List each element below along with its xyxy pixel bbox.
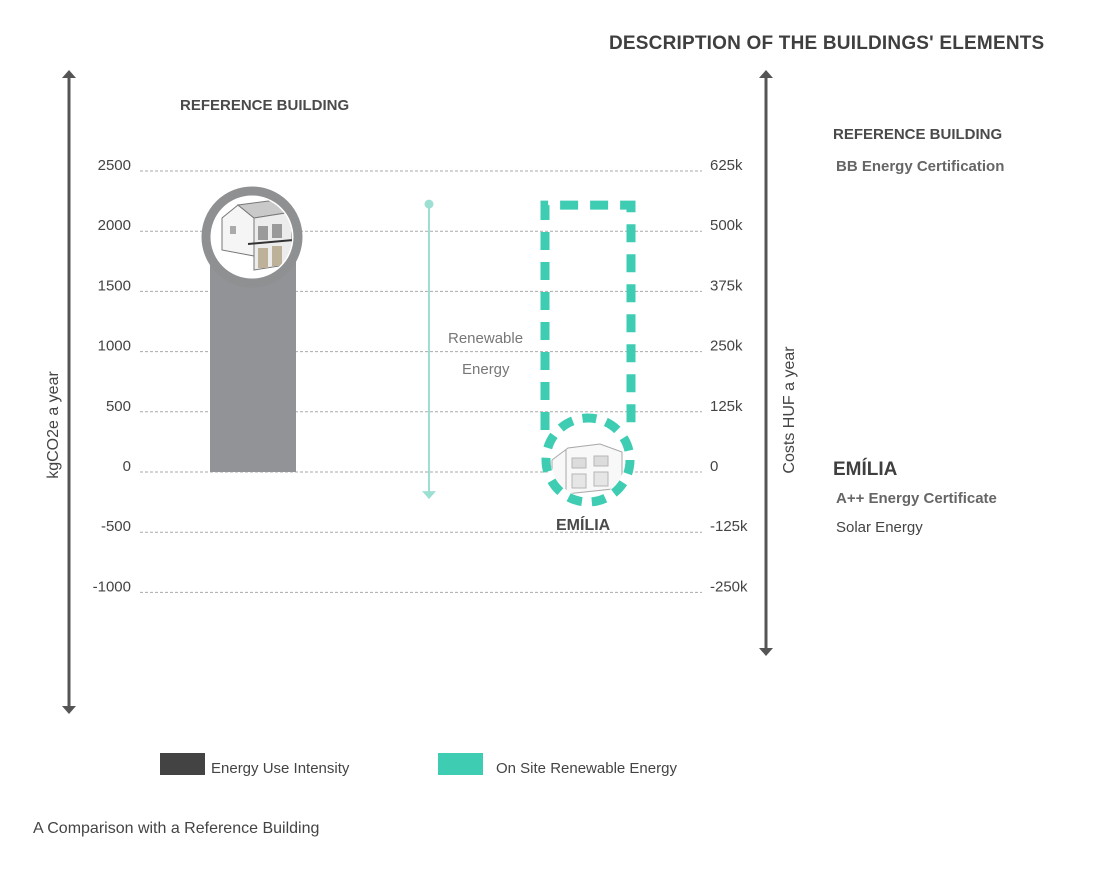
description-emilia-solar: Solar Energy [836, 519, 923, 536]
y-axis-arrow-up [62, 70, 76, 78]
y2-tick-label: 625k [710, 157, 743, 174]
y-tick-label: 0 [123, 458, 131, 475]
description-title: DESCRIPTION OF THE BUILDINGS' ELEMENTS [609, 33, 1045, 54]
y2-tick-label: 0 [710, 458, 718, 475]
y-tick-label: 1500 [98, 277, 131, 294]
house-illustration-icon [221, 199, 292, 271]
y2-tick-label: 125k [710, 398, 743, 415]
renewable-energy-arrow-start [424, 199, 434, 209]
y2-tick-label: 375k [710, 277, 743, 294]
y2-tick-label: 250k [710, 338, 743, 355]
figure-caption: A Comparison with a Reference Building [33, 820, 320, 837]
bar-emilia-renewable [540, 200, 636, 430]
y-tick-label: -500 [101, 518, 131, 535]
y2-axis-arrow-up [759, 70, 773, 78]
y2-axis-label: Costs HUF a year [781, 346, 798, 474]
house-illustration-icon [551, 443, 623, 495]
gridlines [140, 170, 702, 593]
y-tick-label: 2000 [98, 217, 131, 234]
renewable-energy-label-line2: Energy [462, 361, 510, 378]
tick-labels: 2500 625k 2000 500k 1500 375k 1000 250k 500 125k 0… [93, 157, 748, 595]
y2-tick-label: -250k [710, 578, 748, 595]
description-emilia-title: EMÍLIA [833, 459, 898, 480]
y-tick-label: 2500 [98, 157, 131, 174]
description-reference-title: REFERENCE BUILDING [833, 126, 1003, 143]
y-tick-label: -1000 [93, 578, 131, 595]
description-reference-detail: BB Energy Certification [836, 158, 1005, 175]
y-tick-label: 1000 [98, 338, 131, 355]
reference-building-label: REFERENCE BUILDING [180, 97, 350, 114]
y2-tick-label: 500k [710, 217, 743, 234]
y-tick-label: 500 [106, 398, 131, 415]
y2-tick-label: -125k [710, 518, 748, 535]
axes-group [62, 70, 773, 714]
legend-label-renewable: On Site Renewable Energy [496, 760, 677, 777]
legend-swatch-renewable [438, 753, 483, 775]
legend-label-energy-use: Energy Use Intensity [211, 760, 350, 777]
emilia-building-label: EMÍLIA [556, 517, 611, 534]
legend-swatch-energy-use [160, 753, 205, 775]
renewable-energy-arrow-head [422, 491, 436, 500]
y2-axis-arrow-down [759, 648, 773, 656]
y-axis-arrow-down [62, 706, 76, 714]
building-icons [201, 186, 635, 507]
description-emilia-certificate: A++ Energy Certificate [836, 490, 997, 507]
renewable-energy-label-line1: Renewable [448, 330, 524, 347]
y-axis-label: kgCO2e a year [45, 371, 62, 479]
